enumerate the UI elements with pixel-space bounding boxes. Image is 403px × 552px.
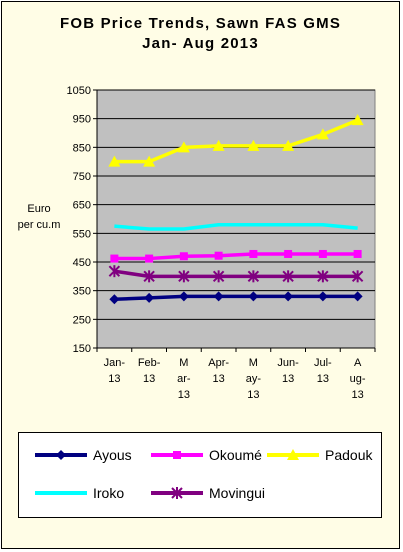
- data-point-movingui: [143, 270, 155, 283]
- y-tick-label: 850: [73, 142, 91, 154]
- y-tick-label: 250: [73, 314, 91, 326]
- data-point-okoume: [214, 251, 223, 260]
- data-point-okoume: [179, 252, 188, 261]
- legend-label: Movingui: [209, 485, 266, 501]
- legend-swatch-okoume: [151, 451, 203, 459]
- data-point-movingui: [247, 270, 260, 283]
- line-chart: 150 250 350 450 550 650 750 850 950 1050 Jan-13 Feb…: [67, 85, 376, 401]
- data-point-movingui: [317, 270, 329, 283]
- data-point-ayous: [283, 291, 294, 302]
- y-tick-label: 350: [73, 286, 91, 298]
- series-line-okoume: [114, 252, 358, 261]
- y-axis-label-line-2: per cu.m: [17, 219, 61, 231]
- data-point-okoume: [110, 254, 119, 263]
- data-point-okoume: [284, 249, 293, 258]
- legend-swatch-movingui: [151, 487, 203, 499]
- x-tick-label: Jul-13: [314, 357, 332, 385]
- data-point-padouk: [282, 139, 295, 151]
- legend-swatch-padouk: [267, 449, 319, 460]
- data-point-padouk: [177, 141, 190, 153]
- series-line-iroko: [114, 222, 358, 231]
- data-point-okoume: [145, 254, 154, 263]
- data-point-movingui: [178, 270, 190, 283]
- data-point-movingui: [282, 270, 294, 283]
- legend-marker: [287, 449, 299, 460]
- data-point-padouk: [212, 139, 225, 151]
- series-line-ayous: [114, 294, 358, 302]
- legend-swatch-iroko: [35, 491, 87, 495]
- chart-title-line-2: Jan- Aug 2013: [142, 35, 259, 52]
- data-point-okoume: [249, 249, 258, 258]
- y-axis-label-line-1: Euro: [27, 203, 51, 215]
- legend-marker: [171, 487, 183, 499]
- x-tick-label: Apr-13: [208, 357, 229, 385]
- data-point-okoume: [318, 249, 327, 258]
- data-point-padouk: [316, 128, 329, 140]
- data-point-ayous: [109, 294, 120, 305]
- data-point-ayous: [352, 291, 363, 302]
- data-point-padouk: [247, 139, 260, 151]
- chart-title-line-1: FOB Price Trends, Sawn FAS GMS: [59, 15, 342, 32]
- y-tick-label: 450: [73, 257, 91, 269]
- data-point-ayous: [178, 291, 189, 302]
- y-tick-label: 1050: [67, 85, 91, 97]
- data-point-ayous: [248, 291, 259, 302]
- data-point-ayous: [144, 292, 155, 303]
- x-tick-label: Jun-13: [277, 357, 299, 385]
- x-tick-label: Feb-13: [138, 357, 161, 385]
- data-point-padouk: [351, 114, 364, 126]
- y-axis-label: Euro per cu.m: [8, 201, 70, 233]
- legend-label: Ayous: [93, 447, 132, 463]
- data-point-movingui: [108, 265, 121, 278]
- data-point-padouk: [108, 155, 121, 167]
- series-line-padouk: [114, 118, 359, 164]
- legend: Ayous Okoumé Padouk Iroko Movingui: [18, 432, 382, 518]
- chart-title: FOB Price Trends, Sawn FAS GMS Jan- Aug …: [0, 14, 401, 54]
- legend-label: Okoumé: [209, 447, 262, 463]
- y-tick-label: 550: [73, 228, 91, 240]
- legend-swatch-ayous: [35, 450, 87, 460]
- y-tick-label: 650: [73, 200, 91, 212]
- y-tick-label: 150: [73, 343, 91, 355]
- data-point-okoume: [353, 249, 362, 258]
- data-point-movingui: [351, 270, 364, 283]
- legend-marker: [173, 451, 181, 459]
- data-point-padouk: [143, 155, 156, 167]
- y-tick-label: 950: [73, 114, 91, 126]
- y-tick-label: 750: [73, 171, 91, 183]
- legend-label: Padouk: [325, 447, 373, 463]
- x-tick-label: Jan-13: [104, 357, 126, 385]
- data-point-movingui: [212, 270, 225, 283]
- series-line-movingui: [114, 269, 358, 279]
- data-point-ayous: [213, 291, 224, 302]
- legend-marker: [56, 450, 66, 460]
- legend-label: Iroko: [93, 485, 125, 501]
- data-point-ayous: [317, 291, 328, 302]
